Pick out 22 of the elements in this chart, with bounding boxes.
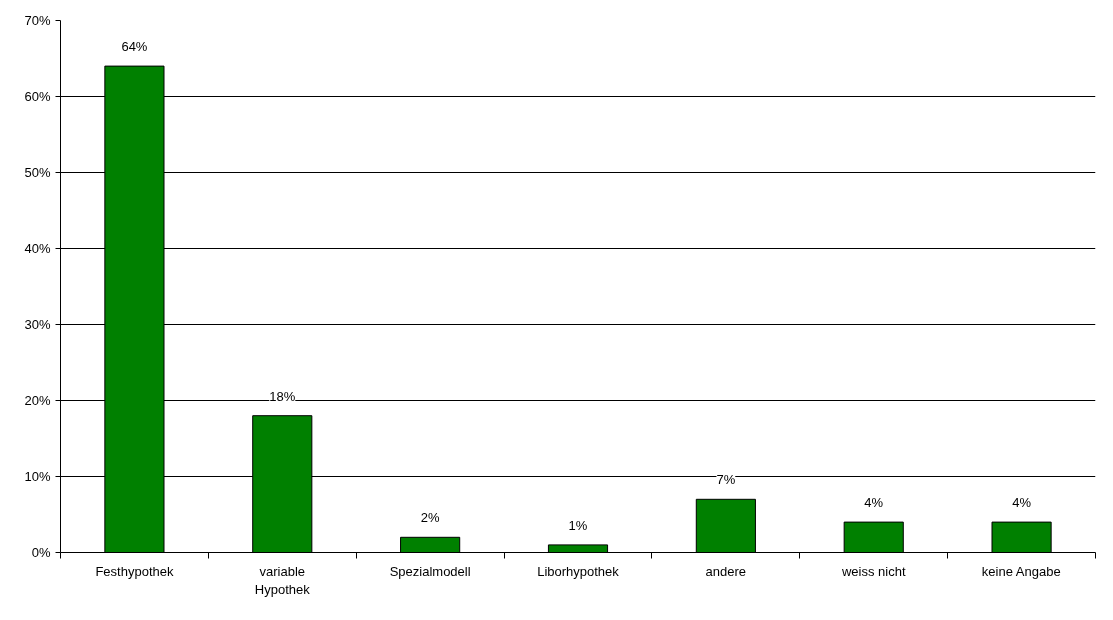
y-tick-label: 0% xyxy=(31,545,51,560)
data-label: 4% xyxy=(864,495,884,511)
data-label: 64% xyxy=(121,39,148,55)
y-tick-label: 50% xyxy=(24,165,51,180)
x-tick-label: Spezialmodell xyxy=(389,563,471,579)
x-tick-label: keine Angabe xyxy=(981,563,1061,579)
x-tick-label: Liborhypothek xyxy=(537,563,620,579)
y-tick-label: 70% xyxy=(24,13,51,28)
y-tick-label: 10% xyxy=(24,469,51,484)
x-tick-label: andere xyxy=(705,563,747,579)
y-tick-label: 60% xyxy=(24,89,51,104)
data-label: 4% xyxy=(1012,495,1032,511)
x-tick-label: Festhypothek xyxy=(95,563,174,579)
data-label: 18% xyxy=(269,388,296,404)
data-label: 1% xyxy=(568,517,588,533)
data-label: 7% xyxy=(716,472,736,488)
data-label: 2% xyxy=(420,510,440,526)
y-tick-label: 20% xyxy=(24,393,51,408)
x-tick-label: weiss nicht xyxy=(840,563,906,579)
y-tick-label: 40% xyxy=(24,241,51,256)
y-tick-label: 30% xyxy=(24,317,51,332)
x-tick-label: variable Hypothek xyxy=(254,563,311,597)
